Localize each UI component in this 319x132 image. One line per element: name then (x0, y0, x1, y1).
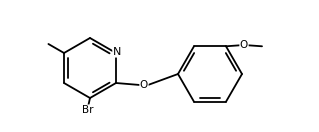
Text: O: O (240, 40, 248, 50)
Text: O: O (140, 80, 148, 90)
Text: Br: Br (82, 105, 94, 115)
Text: N: N (113, 47, 121, 57)
